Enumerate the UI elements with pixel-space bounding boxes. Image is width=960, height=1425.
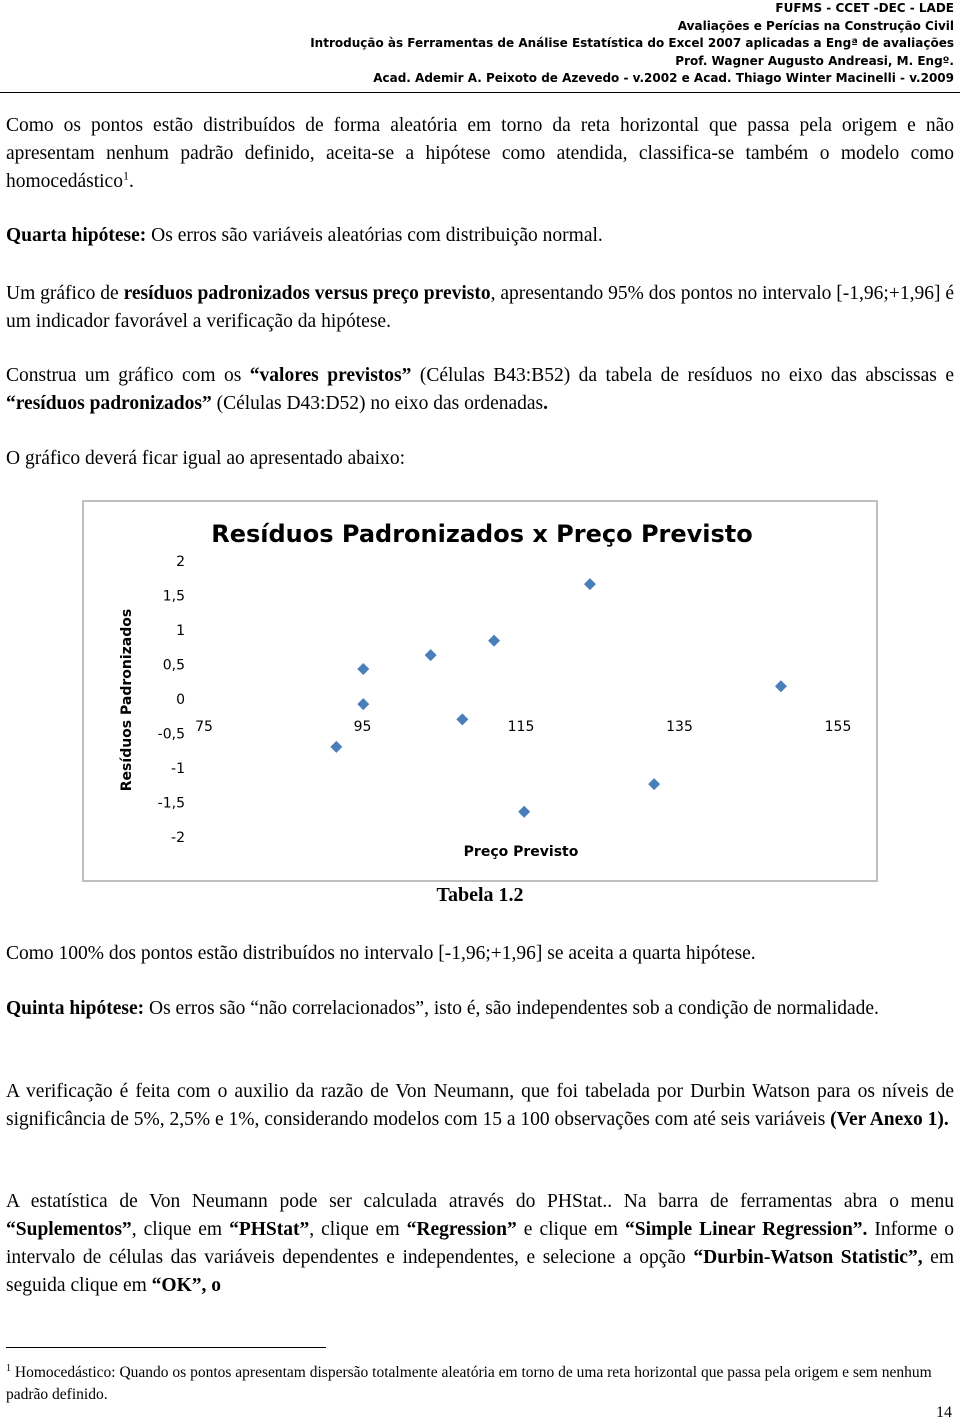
y-tick-label: 0,5 xyxy=(163,658,185,674)
y-tick-label: -0,5 xyxy=(158,727,185,743)
bold-text: Quarta hipótese: xyxy=(6,225,147,246)
text-run: Construa um gráfico com os xyxy=(6,365,250,386)
bold-text: “Simple Linear Regression”. xyxy=(624,1219,868,1240)
paragraph: Um gráfico de resíduos padronizados vers… xyxy=(6,280,954,336)
paragraph: Como 100% dos pontos estão distribuídos … xyxy=(6,940,954,968)
text-run: Os erros são variáveis aleatórias com di… xyxy=(146,225,603,246)
bold-text: resíduos padronizados versus preço previ… xyxy=(123,283,491,304)
bold-text: “valores previstos” xyxy=(249,365,412,386)
y-tick-label: 1,5 xyxy=(163,589,185,605)
bold-text: “resíduos padronizados” xyxy=(6,393,212,414)
paragraph: A verificação é feita com o auxilio da r… xyxy=(6,1078,954,1134)
y-tick-label: 0 xyxy=(176,692,185,708)
y-tick-label: -1 xyxy=(171,761,185,777)
bold-text: . xyxy=(543,393,549,414)
paragraph: Construa um gráfico com os “valores prev… xyxy=(6,362,954,418)
text-run: O gráfico deverá ficar igual ao apresent… xyxy=(6,448,406,469)
header-line: Introdução às Ferramentas de Análise Est… xyxy=(310,36,954,50)
paragraph: A estatística de Von Neumann pode ser ca… xyxy=(6,1188,954,1300)
bold-text: (Ver Anexo 1). xyxy=(830,1109,949,1130)
text-run: , clique em xyxy=(131,1219,230,1240)
data-point xyxy=(518,805,531,818)
x-tick-label: 135 xyxy=(666,719,693,735)
bold-text: “PHStat” xyxy=(229,1219,310,1240)
data-point xyxy=(583,578,596,591)
chart-title: Resíduos Padronizados x Preço Previsto xyxy=(211,520,753,548)
bold-text: “Suplementos” xyxy=(6,1219,132,1240)
superscript: 1 xyxy=(6,1363,11,1374)
header-line: Avaliações e Perícias na Construção Civi… xyxy=(677,18,954,33)
header-line: FUFMS - CCET -DEC - LADE xyxy=(775,1,954,15)
y-tick-label: -1,5 xyxy=(158,796,185,812)
footnote-rule xyxy=(6,1347,326,1348)
paragraph: Quarta hipótese: Os erros são variáveis … xyxy=(6,222,954,250)
y-tick-label: -2 xyxy=(171,830,185,846)
footnote: 1 Homocedástico: Quando os pontos aprese… xyxy=(6,1358,954,1406)
x-tick-label: 155 xyxy=(825,719,852,735)
data-point xyxy=(330,740,343,753)
data-point xyxy=(357,698,370,711)
bold-text: Quinta hipótese: xyxy=(6,998,145,1019)
paragraph: Como os pontos estão distribuídos de for… xyxy=(6,112,954,196)
header-line: Prof. Wagner Augusto Andreasi, M. Engº. xyxy=(675,53,954,68)
text-run: Como os pontos estão distribuídos de for… xyxy=(6,115,954,192)
y-tick-label: 2 xyxy=(176,554,185,570)
chart: Resíduos Padronizados x Preço Previsto P… xyxy=(82,500,878,882)
superscript: 1 xyxy=(122,168,129,183)
page-number: 14 xyxy=(936,1404,952,1421)
text-run: Como 100% dos pontos estão distribuídos … xyxy=(6,943,756,964)
data-point xyxy=(648,778,661,791)
text-run: , apresentando 95% dos pontos no interva… xyxy=(6,283,954,332)
bold-text: “Regression” xyxy=(406,1219,517,1240)
x-axis-label: Preço Previsto xyxy=(464,844,579,860)
text-run: . xyxy=(128,171,134,192)
x-tick-label: 115 xyxy=(508,719,535,735)
y-axis-label: Resíduos Padronizados xyxy=(119,609,135,791)
text-run: Um gráfico de xyxy=(6,283,124,304)
bold-text: “Durbin-Watson Statistic”, xyxy=(693,1247,923,1268)
bold-text: “OK”, o xyxy=(151,1275,222,1296)
text-run: (Células B43:B52) da tabela de resíduos … xyxy=(411,365,954,386)
header-rule xyxy=(0,92,960,93)
text-run: A estatística de Von Neumann pode ser ca… xyxy=(6,1191,954,1212)
data-point xyxy=(488,634,501,647)
x-tick-label: 75 xyxy=(195,719,213,735)
text-run: Informe o intervalo de células das variá… xyxy=(6,1219,955,1268)
caption: Tabela 1.2 xyxy=(436,884,524,906)
data-point xyxy=(774,680,787,693)
x-tick-label: 95 xyxy=(354,719,372,735)
text-run: Homocedástico: Quando os pontos apresent… xyxy=(6,1364,932,1404)
paragraph: Quinta hipótese: Os erros são “não corre… xyxy=(6,995,954,1023)
text-run: (Células D43:D52) no eixo das ordenadas xyxy=(211,393,544,414)
text-run: A verificação é feita com o auxilio da r… xyxy=(6,1081,954,1130)
text-run: Os erros são “não correlacionados”, isto… xyxy=(144,998,879,1019)
running-header: FUFMS - CCET -DEC - LADE Avaliações e Per… xyxy=(54,0,954,88)
header-line: Acad. Ademir A. Peixoto de Azevedo - v.2… xyxy=(373,71,954,85)
text-run: em seguida clique em xyxy=(6,1247,955,1296)
paragraph: O gráfico deverá ficar igual ao apresent… xyxy=(6,445,954,473)
y-tick-label: 1 xyxy=(176,623,185,639)
chart-background xyxy=(84,502,876,880)
data-point xyxy=(424,649,437,662)
text-run: , clique em xyxy=(309,1219,407,1240)
text-run: e clique em xyxy=(516,1219,625,1240)
data-point xyxy=(456,713,469,726)
data-point xyxy=(357,662,370,675)
